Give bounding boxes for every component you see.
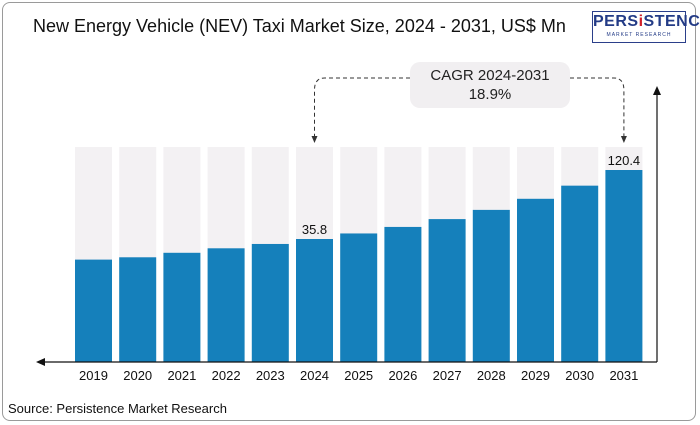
cagr-connector-right xyxy=(570,77,625,138)
data-label-2024: 35.8 xyxy=(302,222,327,237)
source-note: Source: Persistence Market Research xyxy=(8,401,227,416)
x-tick-label: 2029 xyxy=(521,368,550,383)
bar-2028 xyxy=(472,209,510,362)
bar-2023 xyxy=(251,243,289,362)
logo-subtitle: MARKET RESEARCH xyxy=(606,32,672,38)
logo-text: PERS xyxy=(593,13,639,30)
logo-text-i: i xyxy=(638,13,644,30)
bar-2019 xyxy=(75,259,112,362)
cagr-annotation: CAGR 2024-2031 18.9% xyxy=(410,62,570,108)
arrow-down-icon xyxy=(311,136,318,143)
x-tick-label: 2030 xyxy=(565,368,594,383)
bar-2022 xyxy=(207,248,245,362)
x-tick-label: 2023 xyxy=(256,368,285,383)
cagr-label: CAGR 2024-2031 xyxy=(430,67,550,84)
bar-2026 xyxy=(384,226,422,362)
x-tick-label: 2026 xyxy=(388,368,417,383)
bar-2025 xyxy=(340,233,378,362)
x-tick-label: 2025 xyxy=(344,368,373,383)
arrow-down-icon xyxy=(620,136,627,143)
x-axis-arrow-icon xyxy=(36,358,45,366)
x-tick-label: 2027 xyxy=(433,368,462,383)
chart-title: New Energy Vehicle (NEV) Taxi Market Siz… xyxy=(33,16,566,36)
bar-2027 xyxy=(428,219,466,362)
x-tick-label: 2022 xyxy=(212,368,241,383)
logo-text-end: STENCE xyxy=(643,13,700,30)
chart-frame xyxy=(2,2,696,421)
x-tick-label: 2028 xyxy=(477,368,506,383)
x-tick-label: 2020 xyxy=(123,368,152,383)
x-tick-label: 2019 xyxy=(79,368,108,383)
x-tick-label: 2021 xyxy=(167,368,196,383)
bar-2029 xyxy=(517,198,554,362)
x-tick-label: 2024 xyxy=(300,368,329,383)
x-tick-label: 2031 xyxy=(609,368,638,383)
cagr-connector-left xyxy=(314,77,410,138)
bar-2031 xyxy=(605,170,643,362)
bar-2021 xyxy=(163,252,201,362)
bar-2024 xyxy=(296,239,333,362)
data-label-2031: 120.4 xyxy=(608,153,641,168)
cagr-value: 18.9% xyxy=(468,86,512,103)
y-axis-arrow-icon xyxy=(653,86,661,95)
persistence-logo: PERSiSTENCE MARKET RESEARCH xyxy=(592,11,700,43)
bar-2020 xyxy=(119,257,157,362)
bar-2030 xyxy=(561,185,599,362)
